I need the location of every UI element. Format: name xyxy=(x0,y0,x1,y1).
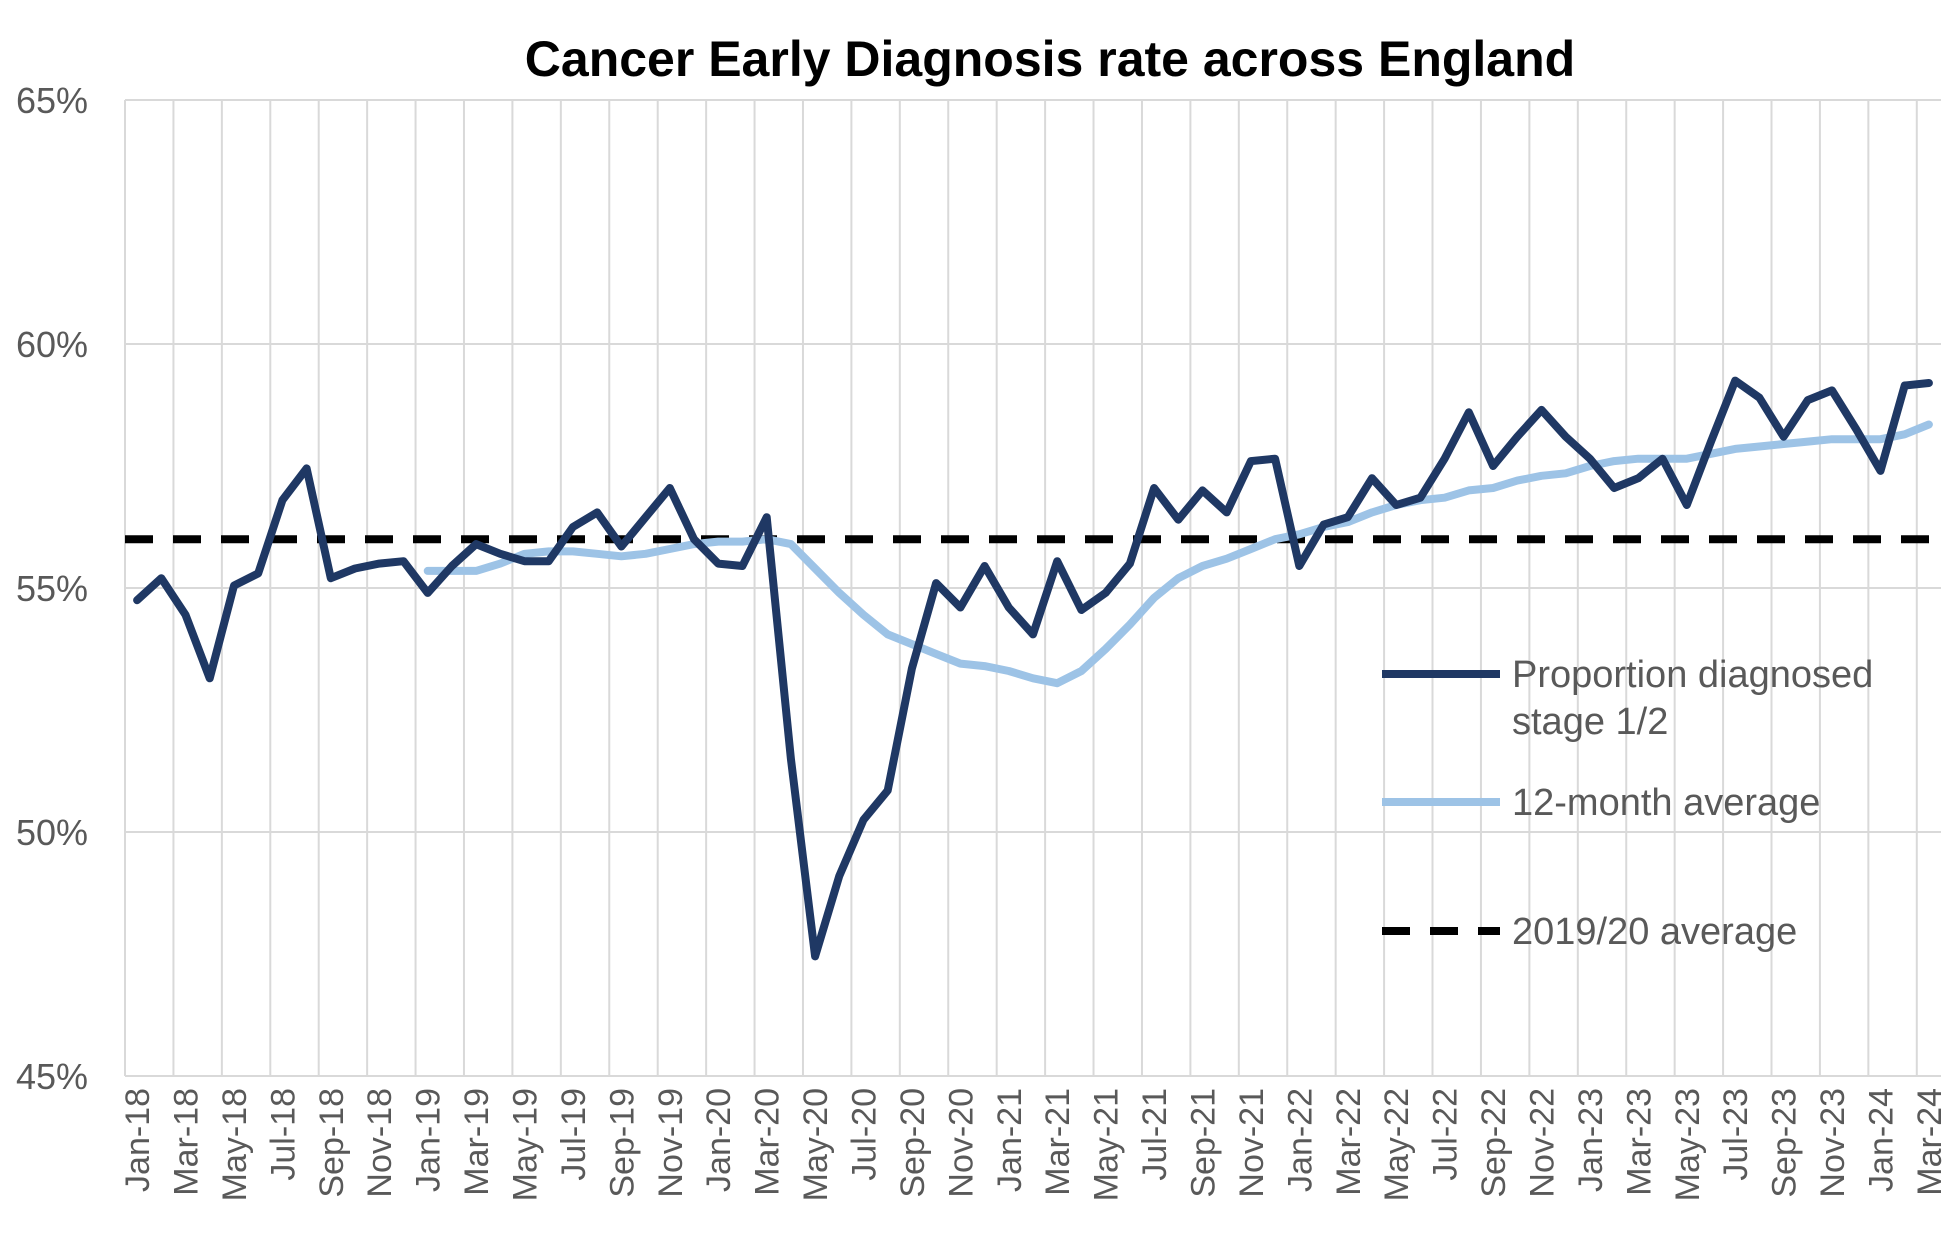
x-axis-tick-labels: Jan-18 Mar-18 May-18 Jul-18 Sep-18 Nov-18 Jan-… xyxy=(119,1088,1946,1201)
x-tick-label: Jan-24 xyxy=(1862,1088,1900,1192)
y-tick-label: 60% xyxy=(16,324,88,365)
x-tick-label: Jan-20 xyxy=(700,1088,738,1192)
x-tick-label: Jan-18 xyxy=(119,1088,157,1192)
y-tick-label: 50% xyxy=(16,812,88,853)
chart-title: Cancer Early Diagnosis rate across Engla… xyxy=(525,31,1575,87)
x-tick-label: Mar-24 xyxy=(1911,1088,1946,1196)
x-tick-label: May-21 xyxy=(1088,1088,1126,1201)
x-tick-label: Jul-20 xyxy=(846,1088,884,1181)
y-tick-label: 45% xyxy=(16,1056,88,1097)
x-tick-label: Jul-19 xyxy=(555,1088,593,1181)
x-tick-label: Mar-20 xyxy=(749,1088,787,1196)
legend-label-2019-20-average: 2019/20 average xyxy=(1512,911,1797,953)
x-tick-label: Mar-21 xyxy=(1039,1088,1077,1196)
legend: Proportion diagnosed stage 1/2 12-month … xyxy=(1382,654,1873,953)
x-tick-label: May-20 xyxy=(797,1088,835,1201)
legend-label-proportion-line1: Proportion diagnosed xyxy=(1512,654,1873,696)
x-tick-label: Mar-18 xyxy=(168,1088,206,1196)
x-tick-label: Nov-20 xyxy=(942,1088,980,1198)
x-tick-label: May-19 xyxy=(507,1088,545,1201)
series-proportion-diagnosed-line xyxy=(133,376,1933,961)
x-tick-label: Nov-23 xyxy=(1814,1088,1852,1198)
y-axis-tick-labels: 45% 50% 55% 60% 65% xyxy=(16,80,88,1097)
x-tick-label: Jan-22 xyxy=(1281,1088,1319,1192)
legend-label-12-month-average: 12-month average xyxy=(1512,782,1820,824)
x-tick-label: Nov-22 xyxy=(1523,1088,1561,1198)
x-tick-label: Sep-22 xyxy=(1475,1088,1513,1198)
x-tick-label: Jan-19 xyxy=(410,1088,448,1192)
x-tick-label: Sep-19 xyxy=(603,1088,641,1198)
x-tick-label: Jul-18 xyxy=(264,1088,302,1181)
x-tick-label: Jul-22 xyxy=(1427,1088,1465,1181)
x-tick-label: May-18 xyxy=(216,1088,254,1201)
x-tick-label: May-22 xyxy=(1378,1088,1416,1201)
x-tick-label: Jul-23 xyxy=(1717,1088,1755,1181)
x-tick-label: Nov-18 xyxy=(361,1088,399,1198)
x-tick-label: Sep-18 xyxy=(313,1088,351,1198)
x-tick-label: Jan-23 xyxy=(1572,1088,1610,1192)
x-tick-label: Nov-21 xyxy=(1233,1088,1271,1198)
x-tick-label: Sep-21 xyxy=(1184,1088,1222,1198)
x-tick-label: Sep-20 xyxy=(894,1088,932,1198)
x-tick-label: Sep-23 xyxy=(1766,1088,1804,1198)
y-tick-label: 55% xyxy=(16,568,88,609)
x-tick-label: Mar-19 xyxy=(458,1088,496,1196)
x-tick-label: Mar-22 xyxy=(1330,1088,1368,1196)
x-tick-label: May-23 xyxy=(1669,1088,1707,1201)
x-tick-label: Mar-23 xyxy=(1620,1088,1658,1196)
y-tick-label: 65% xyxy=(16,80,88,121)
series-12-month-average-line xyxy=(423,420,1933,688)
x-tick-label: Jul-21 xyxy=(1136,1088,1174,1181)
series-lines xyxy=(125,376,1941,961)
x-tick-label: Nov-19 xyxy=(652,1088,690,1198)
legend-label-proportion-line2: stage 1/2 xyxy=(1512,701,1668,743)
x-tick-label: Jan-21 xyxy=(991,1088,1029,1192)
